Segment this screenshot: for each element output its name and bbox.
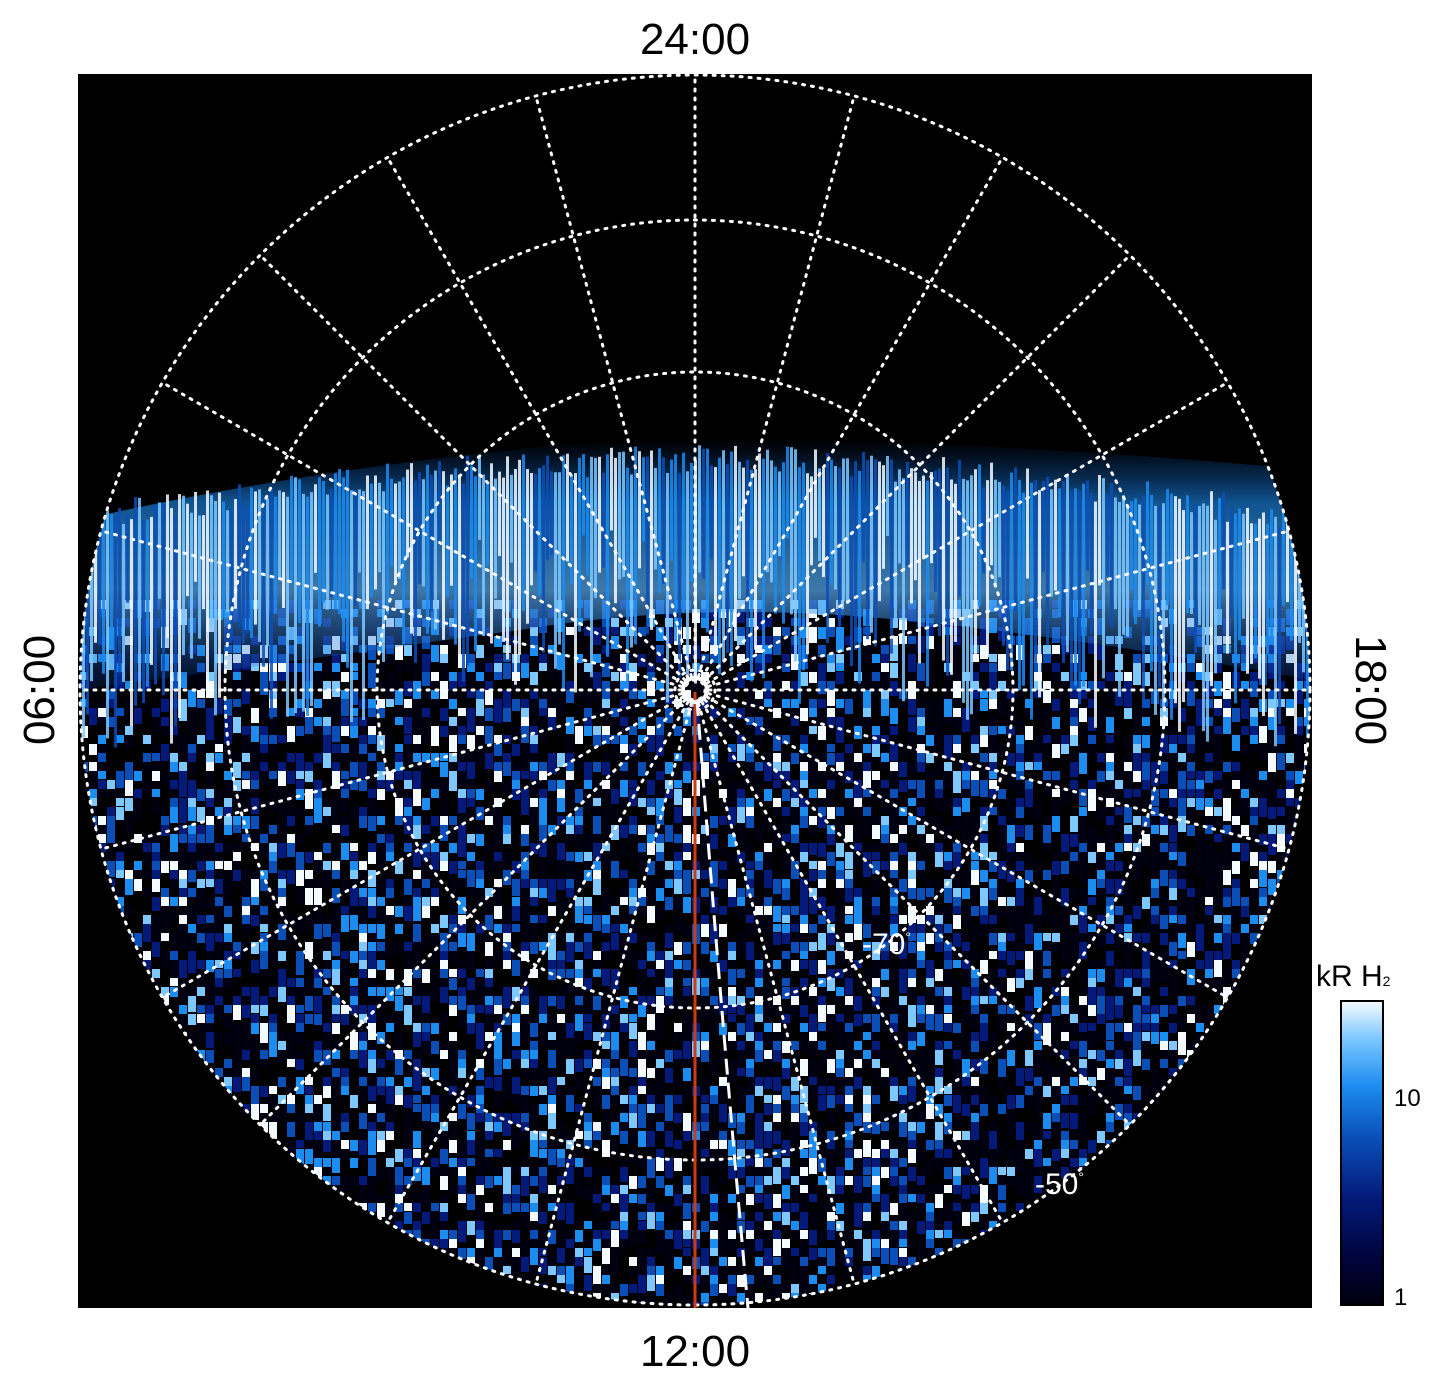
local-time-label-top: 24:00 [639, 15, 751, 64]
meridian-line [99, 692, 683, 851]
colorbar [1340, 1000, 1384, 1306]
meridian-line [700, 700, 1004, 1225]
latitude-unit: ° [905, 929, 911, 945]
meridian-line [160, 381, 685, 685]
pole-circle [673, 668, 717, 712]
meridian-line [386, 155, 690, 680]
meridian-line [705, 381, 1230, 685]
latitude-label: -50° [1035, 1170, 1084, 1200]
meridian-line [534, 702, 693, 1286]
meridian-line [705, 695, 1230, 999]
latitude-label: -70° [862, 930, 911, 960]
meridian-line [697, 702, 856, 1286]
meridian-line [386, 700, 690, 1225]
meridian-line [258, 253, 687, 682]
latitude-circle [375, 370, 1015, 1010]
meridian-line [700, 155, 1004, 680]
meridian-line [697, 94, 856, 678]
meridian-line [703, 253, 1132, 682]
latitude-value: -50 [1035, 1168, 1079, 1201]
latitude-longitude-grid [78, 73, 1312, 1307]
dashed-trace-line [695, 699, 750, 1309]
colorbar-tick-label: 1 [1394, 1284, 1408, 1311]
latitude-value: -70 [862, 928, 906, 961]
local-time-label-left: 06:00 [15, 634, 64, 746]
meridian-line [707, 529, 1291, 688]
meridian-line [258, 698, 687, 1127]
meridian-line [703, 698, 1132, 1127]
meridian-line [160, 695, 685, 999]
colorbar-title-main: kR H [1316, 960, 1383, 993]
local-time-label-bottom: 12:00 [639, 1327, 751, 1376]
colorbar-title: kR H2 [1316, 962, 1390, 992]
pole-marker [681, 676, 709, 704]
colorbar-title-subscript: 2 [1382, 973, 1391, 989]
meridian-line [707, 692, 1291, 851]
meridian-line [99, 529, 683, 688]
local-time-label-right: 18:00 [1346, 634, 1395, 746]
latitude-unit: ° [1078, 1169, 1084, 1185]
colorbar-tick-label: 10 [1394, 1085, 1421, 1112]
meridian-line [534, 94, 693, 678]
